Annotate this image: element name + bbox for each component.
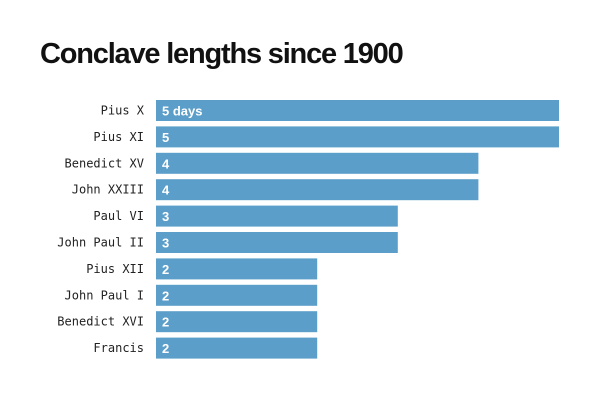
data-label: 2 bbox=[162, 341, 169, 356]
category-label: John XXIII bbox=[72, 183, 144, 197]
data-label: 3 bbox=[162, 236, 169, 251]
data-label: 5 days bbox=[162, 104, 202, 119]
data-label: 2 bbox=[162, 288, 169, 303]
category-label: Pius XI bbox=[93, 130, 144, 144]
bar bbox=[156, 232, 398, 253]
bar bbox=[156, 179, 479, 201]
data-label: 2 bbox=[162, 315, 169, 330]
data-label: 2 bbox=[162, 262, 169, 277]
bar bbox=[156, 100, 559, 121]
category-label: Pius X bbox=[101, 104, 145, 118]
data-label: 5 bbox=[162, 130, 169, 145]
bar bbox=[156, 284, 318, 306]
chart-title: Conclave lengths since 1900 bbox=[40, 38, 404, 70]
data-label: 3 bbox=[162, 209, 169, 224]
category-label: Francis bbox=[93, 341, 144, 355]
category-label: Benedict XVI bbox=[57, 315, 144, 329]
bar bbox=[156, 258, 318, 280]
category-label: John Paul I bbox=[65, 288, 144, 302]
category-label: Benedict XV bbox=[65, 156, 144, 170]
bar bbox=[156, 205, 398, 227]
category-label: John Paul II bbox=[57, 236, 144, 250]
bar bbox=[156, 152, 479, 174]
data-label: 4 bbox=[162, 183, 170, 198]
data-label: 4 bbox=[162, 156, 170, 171]
category-label: Paul VI bbox=[93, 209, 144, 223]
category-label: Pius XII bbox=[86, 262, 144, 276]
bar bbox=[156, 337, 318, 359]
bar bbox=[156, 126, 559, 148]
bar bbox=[156, 311, 318, 333]
